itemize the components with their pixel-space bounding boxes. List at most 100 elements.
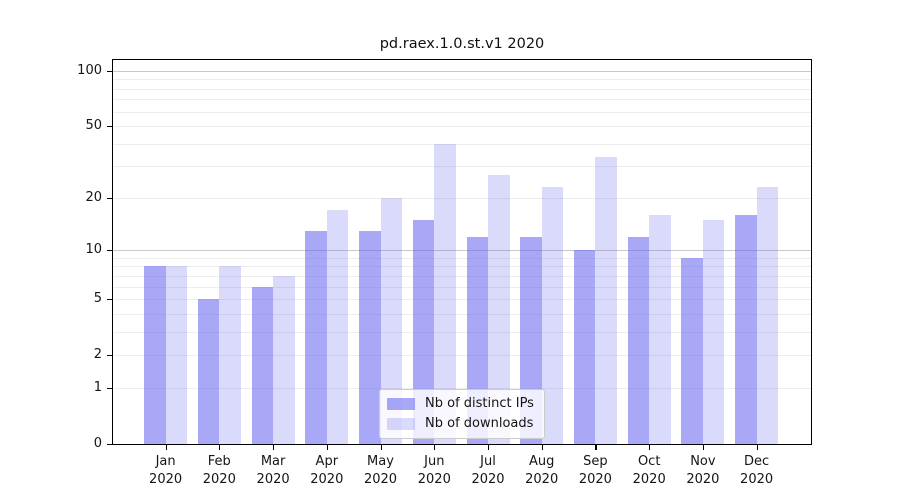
x-tick-mark — [273, 445, 275, 450]
y-tick-label: 2 — [93, 347, 102, 363]
x-tick-year: 2020 — [632, 471, 666, 487]
gridline-minor — [113, 387, 811, 389]
bar-downloads — [541, 187, 564, 444]
x-tick-month: Aug — [528, 454, 555, 469]
gridline-minor — [113, 111, 811, 113]
gridline-major — [113, 250, 811, 252]
x-tick-label: Mar 2020 — [241, 453, 305, 488]
gridline-minor — [113, 197, 811, 199]
gridline-minor — [113, 286, 811, 288]
x-tick-month: May — [367, 454, 394, 469]
x-tick-label: Sep 2020 — [563, 453, 627, 488]
gridline-minor — [113, 299, 811, 301]
y-tick-label: 5 — [93, 291, 102, 307]
x-tick-month: Dec — [744, 454, 770, 469]
gridline-minor — [113, 275, 811, 277]
gridline-minor — [113, 313, 811, 315]
legend: Nb of distinct IPs Nb of downloads — [379, 389, 545, 439]
x-tick-mark — [434, 445, 436, 450]
x-tick-year: 2020 — [471, 471, 505, 487]
bar-distinct-ips — [305, 230, 327, 444]
legend-swatch — [387, 397, 415, 410]
x-tick-label: Aug 2020 — [510, 453, 574, 488]
y-tick-mark — [107, 299, 112, 301]
y-tick-label: 100 — [77, 62, 102, 78]
x-tick-month: Mar — [260, 454, 286, 469]
legend-label: Nb of distinct IPs — [425, 396, 534, 411]
y-tick-label: 20 — [85, 189, 102, 205]
x-tick-month: Sep — [583, 454, 608, 469]
x-tick-year: 2020 — [686, 471, 720, 487]
x-tick-mark — [541, 445, 543, 450]
y-tick-mark — [107, 355, 112, 357]
x-tick-label: Jun 2020 — [402, 453, 466, 488]
y-tick-mark — [107, 250, 112, 252]
bar-distinct-ips — [573, 250, 596, 444]
bar-downloads — [595, 156, 617, 444]
gridline-minor — [113, 331, 811, 333]
x-tick-label: Feb 2020 — [187, 453, 251, 488]
bar-distinct-ips — [681, 257, 703, 444]
gridline-minor — [113, 143, 811, 145]
x-tick-mark — [380, 445, 382, 450]
bar-downloads — [273, 275, 295, 444]
y-tick-label: 1 — [93, 379, 102, 395]
x-tick-year: 2020 — [256, 471, 290, 487]
bar-downloads — [380, 197, 402, 444]
x-tick-mark — [595, 445, 597, 450]
y-tick-label: 0 — [93, 436, 102, 451]
x-tick-month: Jul — [480, 454, 496, 469]
x-tick-year: 2020 — [149, 471, 183, 487]
gridline-minor — [113, 79, 811, 81]
x-tick-mark — [649, 445, 651, 450]
legend-item: Nb of distinct IPs — [387, 396, 534, 411]
x-tick-label: Jan 2020 — [134, 453, 198, 488]
y-tick-mark — [107, 387, 112, 390]
x-tick-mark — [326, 445, 328, 450]
gridline-minor — [113, 88, 811, 90]
x-tick-label: Nov 2020 — [671, 453, 735, 488]
y-tick-mark — [107, 70, 112, 72]
bar-downloads — [219, 266, 241, 444]
bar-downloads — [649, 214, 671, 444]
x-tick-year: 2020 — [202, 471, 236, 487]
gridline-minor — [113, 99, 811, 101]
gridline-minor — [113, 257, 811, 259]
legend-swatch — [387, 417, 415, 430]
x-tick-month: Jun — [424, 454, 445, 469]
gridline-minor — [113, 166, 811, 168]
x-tick-year: 2020 — [417, 471, 451, 487]
x-tick-mark — [702, 445, 705, 450]
x-tick-month: Jan — [155, 454, 176, 469]
x-tick-mark — [756, 445, 758, 450]
bar-distinct-ips — [251, 286, 274, 444]
gridline-major — [113, 70, 811, 72]
x-tick-label: Dec 2020 — [725, 453, 789, 488]
x-tick-label: Apr 2020 — [295, 453, 359, 488]
x-tick-year: 2020 — [578, 471, 612, 487]
bar-distinct-ips — [144, 266, 166, 444]
gridline-minor — [113, 266, 811, 268]
bar-downloads — [165, 266, 188, 444]
x-tick-label: Jul 2020 — [456, 453, 520, 488]
bar-downloads — [756, 187, 779, 444]
x-tick-month: Nov — [690, 454, 716, 469]
x-tick-month: Feb — [207, 454, 231, 469]
bar-distinct-ips — [359, 230, 381, 444]
x-tick-year: 2020 — [310, 471, 344, 487]
bar-downloads — [326, 210, 349, 444]
y-tick-label: 10 — [85, 242, 102, 258]
y-tick-mark — [107, 197, 112, 199]
x-tick-label: May 2020 — [349, 453, 413, 488]
x-tick-month: Oct — [637, 454, 661, 469]
bar-distinct-ips — [197, 299, 220, 444]
bar-distinct-ips — [412, 219, 435, 444]
x-tick-year: 2020 — [740, 471, 774, 487]
gridline-minor — [113, 126, 811, 127]
x-tick-mark — [219, 445, 221, 450]
x-tick-year: 2020 — [363, 471, 398, 487]
legend-label: Nb of downloads — [425, 416, 534, 431]
y-tick-label: 50 — [85, 118, 102, 133]
bar-downloads — [488, 174, 510, 444]
